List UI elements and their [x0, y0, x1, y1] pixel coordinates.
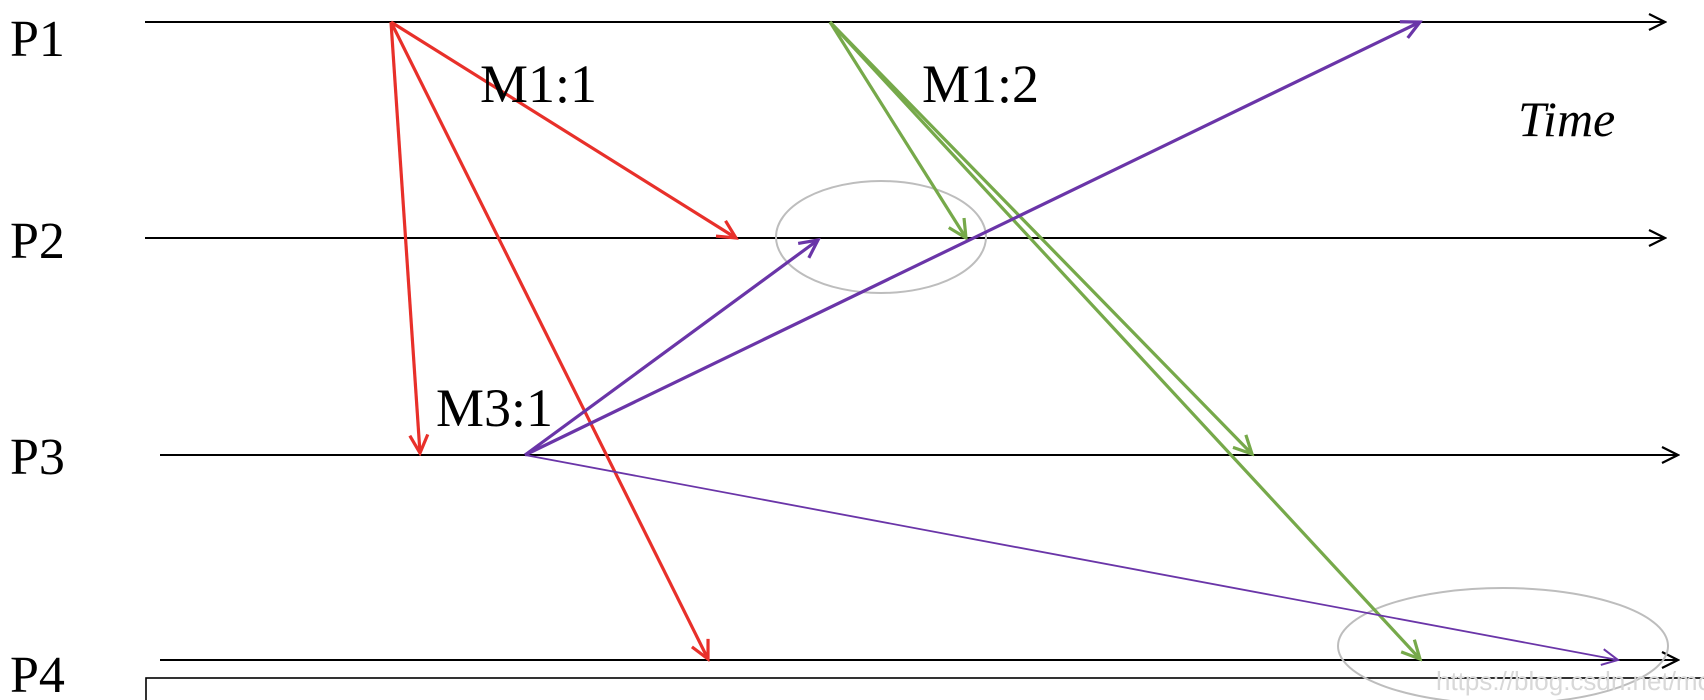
process-label-p4: P4	[10, 647, 65, 700]
message-label-m3-1: M3:1	[436, 378, 553, 438]
m3-1-to-p1	[524, 22, 1420, 457]
highlight-ellipse-p2	[775, 180, 987, 294]
m3-1-to-p2	[524, 240, 818, 457]
m1-2-to-p2	[828, 21, 966, 238]
message-m3-1	[524, 22, 1618, 660]
m1-2-to-p4	[828, 20, 1420, 659]
process-label-p2: P2	[10, 213, 65, 270]
watermark-text: https://blog.csdn.net/mo	[1436, 666, 1704, 696]
m1-1-to-p3	[389, 21, 420, 453]
message-m1-1	[389, 20, 736, 659]
highlight-ellipse-p4	[1337, 587, 1669, 700]
message-label-m1-2: M1:2	[922, 54, 1039, 114]
m1-1-to-p4	[389, 21, 708, 659]
m1-2-to-p3	[828, 20, 1252, 454]
message-label-m1-1: M1:1	[480, 54, 597, 114]
message-m1-2	[828, 20, 1420, 659]
m1-1-to-p2	[390, 20, 736, 238]
m3-1-to-p4	[524, 454, 1618, 660]
bottom-frame	[145, 677, 1704, 700]
time-axis-label: Time	[1518, 91, 1615, 147]
process-label-p3: P3	[10, 429, 65, 486]
process-label-p1: P1	[10, 11, 65, 68]
